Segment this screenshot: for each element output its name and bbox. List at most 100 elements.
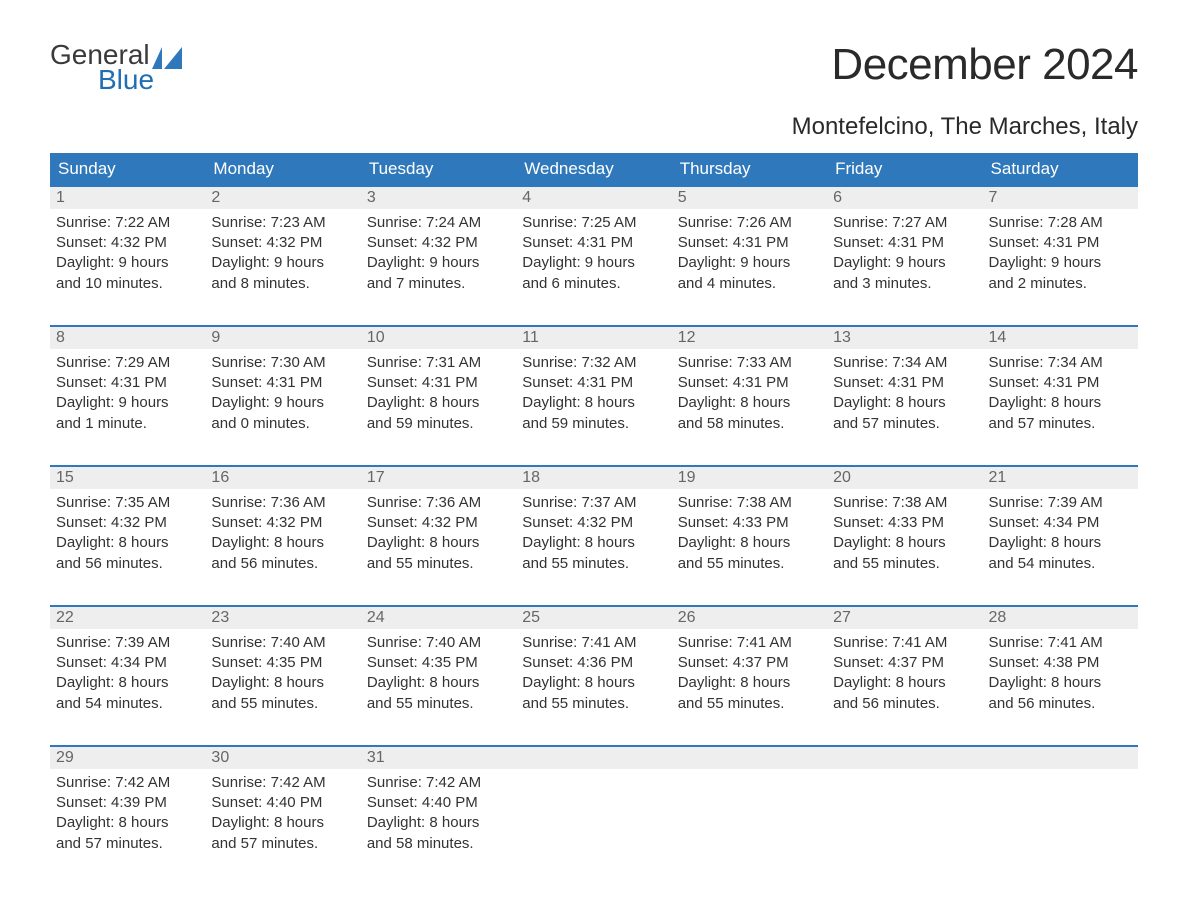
- day-number: 31: [361, 747, 516, 769]
- day-body: Sunrise: 7:42 AMSunset: 4:40 PMDaylight:…: [361, 769, 516, 860]
- day-number: 18: [516, 467, 671, 489]
- day-cell: 15Sunrise: 7:35 AMSunset: 4:32 PMDayligh…: [50, 467, 205, 591]
- day-number: 15: [50, 467, 205, 489]
- day-sunset: Sunset: 4:37 PM: [678, 653, 821, 673]
- day-number: 3: [361, 187, 516, 209]
- day-cell: 9Sunrise: 7:30 AMSunset: 4:31 PMDaylight…: [205, 327, 360, 451]
- day-d1: Daylight: 8 hours: [989, 673, 1132, 693]
- day-d2: and 6 minutes.: [522, 274, 665, 294]
- day-d1: Daylight: 9 hours: [56, 393, 199, 413]
- day-sunset: Sunset: 4:39 PM: [56, 793, 199, 813]
- day-cell: 28Sunrise: 7:41 AMSunset: 4:38 PMDayligh…: [983, 607, 1138, 731]
- day-sunrise: Sunrise: 7:42 AM: [211, 773, 354, 793]
- day-body: Sunrise: 7:42 AMSunset: 4:40 PMDaylight:…: [205, 769, 360, 860]
- day-cell: [672, 747, 827, 871]
- days-of-week-header: Sunday Monday Tuesday Wednesday Thursday…: [50, 153, 1138, 185]
- day-d2: and 55 minutes.: [367, 694, 510, 714]
- day-cell: 26 Sunrise: 7:41 AMSunset: 4:37 PMDayligh…: [672, 607, 827, 731]
- day-sunset: Sunset: 4:33 PM: [678, 513, 821, 533]
- day-d1: Daylight: 8 hours: [367, 533, 510, 553]
- day-cell: 31Sunrise: 7:42 AMSunset: 4:40 PMDayligh…: [361, 747, 516, 871]
- day-number: 28: [983, 607, 1138, 629]
- day-d1: Daylight: 8 hours: [211, 673, 354, 693]
- day-number: 4: [516, 187, 671, 209]
- day-body: Sunrise: 7:40 AMSunset: 4:35 PMDaylight:…: [205, 629, 360, 720]
- day-cell: 18Sunrise: 7:37 AMSunset: 4:32 PMDayligh…: [516, 467, 671, 591]
- day-number: [983, 747, 1138, 769]
- calendar-week: 8 Sunrise: 7:29 AM Sunset: 4:31 PM Daylight…: [50, 325, 1138, 451]
- day-body: Sunrise: 7:31 AMSunset: 4:31 PMDaylight:…: [361, 349, 516, 440]
- day-sunrise: Sunrise: 7:29 AM: [56, 353, 199, 373]
- day-d2: and 56 minutes.: [989, 694, 1132, 714]
- day-sunset: Sunset: 4:38 PM: [989, 653, 1132, 673]
- day-number: 8: [50, 327, 205, 349]
- day-d2: and 55 minutes.: [522, 554, 665, 574]
- day-cell: 20Sunrise: 7:38 AMSunset: 4:33 PMDayligh…: [827, 467, 982, 591]
- day-body: Sunrise: 7:38 AMSunset: 4:33 PMDaylight:…: [672, 489, 827, 580]
- day-sunrise: Sunrise: 7:36 AM: [211, 493, 354, 513]
- day-d2: and 57 minutes.: [989, 414, 1132, 434]
- day-d1: Daylight: 8 hours: [211, 813, 354, 833]
- day-sunset: Sunset: 4:35 PM: [367, 653, 510, 673]
- day-d1: Daylight: 8 hours: [56, 813, 199, 833]
- day-sunrise: Sunrise: 7:24 AM: [367, 213, 510, 233]
- day-cell: [983, 747, 1138, 871]
- day-cell: [827, 747, 982, 871]
- day-number: 29: [50, 747, 205, 769]
- day-number: 19: [672, 467, 827, 489]
- day-body: Sunrise: 7:33 AMSunset: 4:31 PMDaylight:…: [672, 349, 827, 440]
- day-d2: and 59 minutes.: [522, 414, 665, 434]
- day-d2: and 55 minutes.: [833, 554, 976, 574]
- day-number: 11: [516, 327, 671, 349]
- day-cell: 25Sunrise: 7:41 AMSunset: 4:36 PMDayligh…: [516, 607, 671, 731]
- day-number: 12: [672, 327, 827, 349]
- day-number: 6: [827, 187, 982, 209]
- calendar-week: 15Sunrise: 7:35 AMSunset: 4:32 PMDayligh…: [50, 465, 1138, 591]
- day-sunrise: Sunrise: 7:23 AM: [211, 213, 354, 233]
- day-sunset: Sunset: 4:31 PM: [833, 233, 976, 253]
- day-sunrise: Sunrise: 7:42 AM: [367, 773, 510, 793]
- day-number: 20: [827, 467, 982, 489]
- day-sunset: Sunset: 4:31 PM: [678, 373, 821, 393]
- day-sunrise: Sunrise: 7:26 AM: [678, 213, 821, 233]
- day-d1: Daylight: 8 hours: [989, 393, 1132, 413]
- day-number: 7: [983, 187, 1138, 209]
- day-d2: and 55 minutes.: [678, 694, 821, 714]
- day-sunset: Sunset: 4:32 PM: [367, 233, 510, 253]
- day-body: Sunrise: 7:40 AMSunset: 4:35 PMDaylight:…: [361, 629, 516, 720]
- day-sunrise: Sunrise: 7:41 AM: [678, 633, 821, 653]
- day-sunset: Sunset: 4:31 PM: [367, 373, 510, 393]
- day-cell: 24Sunrise: 7:40 AMSunset: 4:35 PMDayligh…: [361, 607, 516, 731]
- day-cell: 6Sunrise: 7:27 AMSunset: 4:31 PMDaylight…: [827, 187, 982, 311]
- day-d2: and 59 minutes.: [367, 414, 510, 434]
- dow-saturday: Saturday: [983, 153, 1138, 185]
- day-sunrise: Sunrise: 7:34 AM: [989, 353, 1132, 373]
- day-d2: and 55 minutes.: [522, 694, 665, 714]
- day-d2: and 55 minutes.: [367, 554, 510, 574]
- day-sunrise: Sunrise: 7:38 AM: [833, 493, 976, 513]
- day-cell: 4Sunrise: 7:25 AMSunset: 4:31 PMDaylight…: [516, 187, 671, 311]
- day-cell: 10Sunrise: 7:31 AMSunset: 4:31 PMDayligh…: [361, 327, 516, 451]
- day-sunrise: Sunrise: 7:40 AM: [367, 633, 510, 653]
- location-text: Montefelcino, The Marches, Italy: [50, 113, 1138, 141]
- day-d1: Daylight: 8 hours: [56, 533, 199, 553]
- day-number: 13: [827, 327, 982, 349]
- day-d1: Daylight: 8 hours: [678, 673, 821, 693]
- day-cell: 11Sunrise: 7:32 AMSunset: 4:31 PMDayligh…: [516, 327, 671, 451]
- day-cell: 14Sunrise: 7:34 AMSunset: 4:31 PMDayligh…: [983, 327, 1138, 451]
- day-number: 26: [672, 607, 827, 629]
- dow-monday: Monday: [205, 153, 360, 185]
- day-body: Sunrise: 7:35 AMSunset: 4:32 PMDaylight:…: [50, 489, 205, 580]
- day-d2: and 56 minutes.: [56, 554, 199, 574]
- day-d2: and 54 minutes.: [56, 694, 199, 714]
- day-number: [672, 747, 827, 769]
- day-body: Sunrise: 7:36 AMSunset: 4:32 PMDaylight:…: [361, 489, 516, 580]
- calendar: Sunday Monday Tuesday Wednesday Thursday…: [50, 153, 1138, 871]
- day-number: 9: [205, 327, 360, 349]
- day-d2: and 1 minute.: [56, 414, 199, 434]
- day-number: [516, 747, 671, 769]
- day-sunrise: Sunrise: 7:41 AM: [833, 633, 976, 653]
- day-body: Sunrise: 7:27 AMSunset: 4:31 PMDaylight:…: [827, 209, 982, 300]
- day-cell: 8Sunrise: 7:29 AMSunset: 4:31 PMDaylight…: [50, 327, 205, 451]
- day-d1: Daylight: 8 hours: [56, 673, 199, 693]
